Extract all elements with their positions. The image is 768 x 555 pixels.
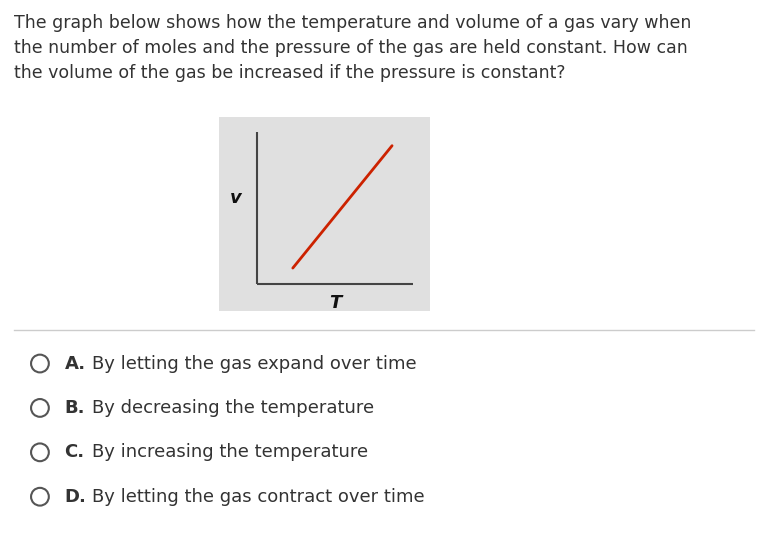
Text: C.: C. bbox=[65, 443, 84, 461]
Text: B.: B. bbox=[65, 399, 85, 417]
Text: By increasing the temperature: By increasing the temperature bbox=[92, 443, 369, 461]
Text: By decreasing the temperature: By decreasing the temperature bbox=[92, 399, 374, 417]
Text: A.: A. bbox=[65, 355, 86, 372]
Text: v: v bbox=[230, 189, 242, 207]
Text: By letting the gas contract over time: By letting the gas contract over time bbox=[92, 488, 425, 506]
Text: By letting the gas expand over time: By letting the gas expand over time bbox=[92, 355, 417, 372]
Text: D.: D. bbox=[65, 488, 86, 506]
Text: T: T bbox=[329, 294, 341, 312]
Text: The graph below shows how the temperature and volume of a gas vary when
the numb: The graph below shows how the temperatur… bbox=[14, 14, 691, 82]
